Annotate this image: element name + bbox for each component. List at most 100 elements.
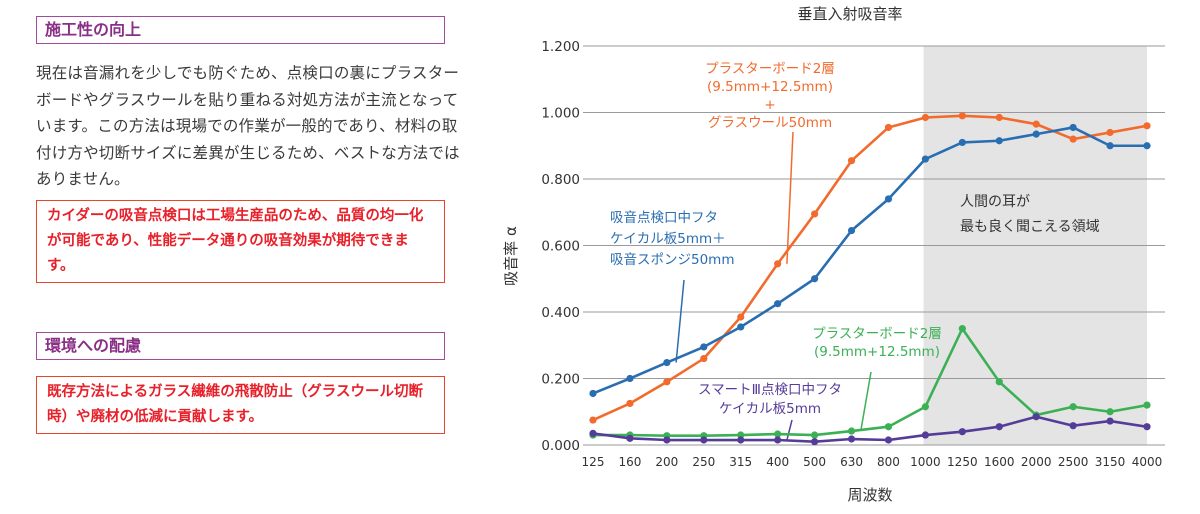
label-leader-lines bbox=[675, 131, 872, 441]
series-label: ケイカル板5mm bbox=[719, 401, 821, 417]
data-point bbox=[589, 416, 597, 424]
data-point bbox=[1069, 422, 1077, 430]
data-point bbox=[884, 423, 893, 431]
data-point bbox=[1143, 423, 1151, 431]
series-line bbox=[592, 126, 1147, 395]
leader-line bbox=[786, 131, 794, 264]
y-tick-label: 0.400 bbox=[541, 305, 580, 321]
highlight-box-environment: 既存方法によるガラス繊維の飛散防止（グラスウール切断時）や廃材の低減に貢献します… bbox=[36, 376, 445, 434]
series-label: スマートⅢ点検口中フタ bbox=[698, 382, 842, 398]
series-label: プラスターボード2層 bbox=[705, 61, 835, 77]
data-point bbox=[1143, 401, 1151, 409]
section-title-workability: 施工性の向上 bbox=[36, 16, 445, 44]
highlight-box-quality: カイダーの吸音点検口は工場生産品のため、品質の均一化が可能であり、性能データ通り… bbox=[36, 200, 445, 283]
data-point bbox=[1069, 123, 1077, 132]
region-label-line1: 人間の耳が bbox=[960, 194, 1030, 210]
series-label: + bbox=[764, 97, 775, 113]
data-point bbox=[1143, 122, 1151, 130]
data-point bbox=[1106, 128, 1114, 137]
data-point bbox=[700, 436, 708, 444]
data-point bbox=[737, 436, 745, 444]
y-tick-label: 0.200 bbox=[541, 372, 580, 388]
x-tick-label: 400 bbox=[766, 455, 789, 469]
data-point bbox=[921, 431, 929, 439]
x-tick-labels: 125 160 200 250 315 400 500 630 800 1000 1250 1600 2… bbox=[582, 455, 1163, 469]
leader-line bbox=[675, 279, 685, 363]
x-tick-label: 2500 bbox=[1058, 455, 1089, 469]
series-label: プラスターボード2層 bbox=[812, 326, 942, 342]
series-line bbox=[592, 415, 1148, 443]
x-tick-label: 800 bbox=[877, 455, 900, 469]
series-label: 吸音点検口中フタ bbox=[610, 209, 718, 226]
data-point bbox=[811, 438, 819, 446]
x-tick-label: 315 bbox=[729, 455, 752, 469]
data-point bbox=[811, 431, 819, 439]
data-point bbox=[1106, 417, 1114, 425]
data-point bbox=[921, 155, 929, 163]
data-point bbox=[884, 436, 893, 444]
data-point bbox=[700, 354, 708, 363]
x-tick-label: 1250 bbox=[947, 455, 978, 469]
series-label: (9.5mm+12.5mm) bbox=[707, 79, 833, 95]
x-tick-label: 160 bbox=[618, 455, 641, 469]
data-point bbox=[1069, 135, 1077, 143]
section-title-environment: 環境への配慮 bbox=[36, 332, 445, 360]
data-point bbox=[847, 435, 856, 443]
grid-lines bbox=[583, 45, 1165, 446]
data-point bbox=[1032, 120, 1040, 128]
data-point bbox=[663, 436, 671, 444]
y-tick-label: 0.600 bbox=[541, 239, 580, 255]
data-point bbox=[847, 427, 856, 435]
chart-title: 垂直入射吸音率 bbox=[797, 5, 902, 23]
data-point bbox=[1032, 130, 1040, 138]
y-tick-label: 1.200 bbox=[541, 39, 580, 55]
data-point bbox=[884, 195, 893, 203]
data-point bbox=[958, 325, 966, 333]
data-point bbox=[1143, 142, 1151, 150]
data-point bbox=[921, 403, 929, 411]
data-point bbox=[774, 430, 782, 438]
x-tick-label: 3150 bbox=[1095, 455, 1126, 469]
data-point bbox=[958, 112, 966, 120]
leader-line bbox=[786, 419, 793, 441]
data-point bbox=[1106, 142, 1114, 150]
data-point bbox=[884, 123, 893, 132]
data-point bbox=[626, 434, 634, 442]
data-point bbox=[995, 423, 1003, 431]
data-point bbox=[589, 429, 597, 437]
data-point bbox=[626, 399, 634, 408]
data-point bbox=[774, 260, 782, 268]
x-tick-label: 4000 bbox=[1132, 455, 1163, 469]
data-point bbox=[995, 137, 1003, 145]
series-line bbox=[593, 327, 1148, 437]
data-point bbox=[811, 210, 819, 218]
series-label: (9.5mm+12.5mm) bbox=[814, 344, 940, 360]
data-point bbox=[995, 378, 1003, 386]
series-label: ケイカル板5mm＋ bbox=[610, 231, 726, 247]
y-tick-label: 1.000 bbox=[541, 106, 580, 122]
x-tick-label: 1600 bbox=[984, 455, 1015, 469]
data-point bbox=[774, 300, 782, 308]
y-tick-label: 0.000 bbox=[541, 438, 580, 454]
data-point bbox=[626, 374, 634, 383]
data-point bbox=[1069, 403, 1077, 411]
x-tick-label: 2000 bbox=[1021, 455, 1052, 469]
series-labels: プラスターボード2層 (9.5mm+12.5mm) + グラスウール50mm 吸音点検口… bbox=[610, 61, 942, 417]
y-tick-labels: 0.000 0.200 0.400 0.600 0.800 1.000 1.200 bbox=[541, 39, 580, 454]
data-point bbox=[847, 157, 856, 165]
data-point bbox=[774, 436, 782, 444]
data-point bbox=[737, 323, 745, 331]
x-tick-label: 630 bbox=[840, 455, 863, 469]
leader-line bbox=[860, 371, 872, 432]
series-group bbox=[589, 112, 1151, 446]
x-tick-label: 500 bbox=[803, 455, 826, 469]
x-tick-label: 1000 bbox=[910, 455, 941, 469]
data-point bbox=[921, 113, 929, 122]
data-point bbox=[958, 138, 966, 147]
data-point bbox=[663, 358, 671, 367]
region-label-line2: 最も良く聞こえる領域 bbox=[960, 218, 1100, 235]
data-point bbox=[958, 428, 966, 436]
data-point bbox=[663, 378, 671, 386]
data-point bbox=[811, 275, 819, 283]
